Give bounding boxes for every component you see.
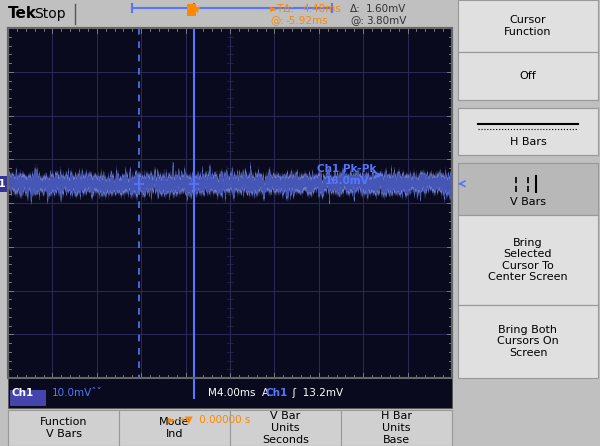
Text: Off: Off (520, 71, 536, 81)
Bar (458, 52, 598, 100)
Text: Ch1: Ch1 (12, 388, 34, 398)
Text: -5.92ms: -5.92ms (286, 16, 329, 26)
Text: @:: @: (270, 16, 284, 26)
Bar (458, 305, 598, 378)
Text: Tek: Tek (8, 7, 37, 21)
Text: Cursor
Function: Cursor Function (504, 15, 552, 37)
Text: 10.0mVˆˇ: 10.0mVˆˇ (52, 388, 103, 398)
Bar (458, 0, 598, 52)
Text: ►TΔ:: ►TΔ: (270, 4, 295, 14)
Text: V Bar
Units
Seconds: V Bar Units Seconds (262, 411, 309, 445)
Text: T: T (188, 5, 195, 15)
Text: Ch1: Ch1 (266, 388, 288, 398)
Text: @:: @: (350, 16, 364, 26)
Text: Function
V Bars: Function V Bars (40, 417, 87, 439)
Bar (0, 176, 8, 192)
Text: 1: 1 (0, 179, 6, 189)
Text: Ch1 Pk-Pk
16.0mV: Ch1 Pk-Pk 16.0mV (317, 164, 377, 186)
Bar (10, 390, 46, 406)
Text: Mode
Ind: Mode Ind (160, 417, 190, 439)
Text: H Bar
Units
Base: H Bar Units Base (381, 411, 412, 445)
Text: Bring
Selected
Cursor To
Center Screen: Bring Selected Cursor To Center Screen (488, 238, 568, 282)
Bar (458, 215, 598, 305)
Bar (458, 108, 598, 155)
Bar (8, 410, 119, 446)
Text: Stop: Stop (34, 7, 65, 21)
Bar (341, 410, 452, 446)
Bar (8, 378, 452, 408)
Text: 1.60mV: 1.60mV (366, 4, 406, 14)
Text: H Bars: H Bars (509, 137, 547, 147)
Text: Bring Both
Cursors On
Screen: Bring Both Cursors On Screen (497, 325, 559, 358)
Text: ▼: ▼ (194, 5, 201, 15)
Bar (119, 410, 230, 446)
Text: ʃ  13.2mV: ʃ 13.2mV (286, 388, 343, 398)
Bar (0, 0, 600, 28)
Text: 4.48ms: 4.48ms (302, 4, 341, 14)
Text: M4.00ms  A: M4.00ms A (208, 388, 275, 398)
Text: 3.80mV: 3.80mV (366, 16, 406, 26)
Text: ►→▼  0.00000 s: ►→▼ 0.00000 s (168, 415, 250, 425)
Bar (8, 28, 452, 378)
Text: Δ:: Δ: (350, 4, 361, 14)
Text: V Bars: V Bars (510, 197, 546, 207)
Bar (458, 163, 598, 215)
Bar (230, 410, 341, 446)
